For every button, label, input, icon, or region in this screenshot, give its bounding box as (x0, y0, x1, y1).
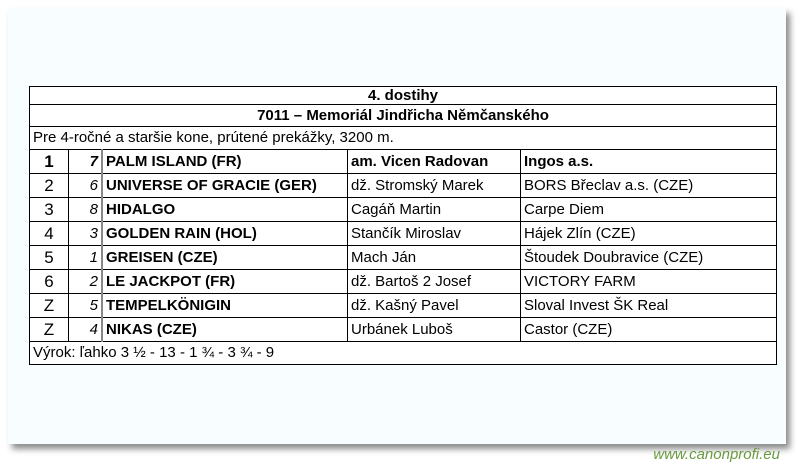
cell-horse: HIDALGO (101, 197, 348, 222)
table-row: 2 6 UNIVERSE OF GRACIE (GER) dž. Stromský M… (29, 173, 777, 198)
cell-horse: GREISEN (CZE) (101, 245, 348, 270)
cell-horse: TEMPELKÖNIGIN (101, 293, 348, 318)
cell-num: 1 (68, 245, 103, 270)
race-name: 7011 – Memoriál Jindřicha Němčanského (29, 104, 777, 127)
cell-jockey: dž. Bartoš 2 Josef (347, 269, 521, 294)
table-row: Z 4 NIKAS (CZE) Urbánek Luboš Castor (CZE) (29, 317, 777, 342)
table-row: 6 2 LE JACKPOT (FR) dž. Bartoš 2 Josef VICTO… (29, 269, 777, 294)
cell-num: 8 (68, 197, 103, 222)
cell-jockey: dž. Stromský Marek (347, 173, 521, 198)
cell-horse: NIKAS (CZE) (101, 317, 348, 342)
cell-owner: Hájek Zlín (CZE) (520, 221, 777, 246)
cell-jockey: dž. Kašný Pavel (347, 293, 521, 318)
table-row: 3 8 HIDALGO Cagáň Martin Carpe Diem (29, 197, 777, 222)
cell-owner: Castor (CZE) (520, 317, 777, 342)
cell-pos: Z (29, 293, 69, 318)
cell-num: 6 (68, 173, 103, 198)
cell-horse: PALM ISLAND (FR) (101, 149, 348, 174)
cell-pos: Z (29, 317, 69, 342)
cell-num: 3 (68, 221, 103, 246)
cell-pos: 6 (29, 269, 69, 294)
cell-pos: 3 (29, 197, 69, 222)
cell-horse: GOLDEN RAIN (HOL) (101, 221, 348, 246)
table-row: Z 5 TEMPELKÖNIGIN dž. Kašný Pavel Sloval Inv… (29, 293, 777, 318)
race-conditions: Pre 4-ročné a staršie kone, prútené prek… (29, 126, 777, 150)
cell-owner: Carpe Diem (520, 197, 777, 222)
cell-pos: 5 (29, 245, 69, 270)
cell-pos: 4 (29, 221, 69, 246)
cell-owner: Štoudek Doubravice (CZE) (520, 245, 777, 270)
cell-num: 7 (68, 149, 103, 174)
race-title: 4. dostihy (29, 86, 777, 105)
cell-num: 2 (68, 269, 103, 294)
watermark: www.canonprofi.eu (653, 446, 780, 463)
cell-owner: BORS Břeclav a.s. (CZE) (520, 173, 777, 198)
cell-jockey: am. Vicen Radovan (347, 149, 521, 174)
cell-jockey: Cagáň Martin (347, 197, 521, 222)
cell-owner: Ingos a.s. (520, 149, 777, 174)
cell-owner: Sloval Invest ŠK Real (520, 293, 777, 318)
cell-horse: LE JACKPOT (FR) (101, 269, 348, 294)
race-results-table: 4. dostihy 7011 – Memoriál Jindřicha Něm… (29, 86, 777, 365)
table-row: 4 3 GOLDEN RAIN (HOL) Stančík Miroslav Hájek… (29, 221, 777, 246)
cell-jockey: Mach Ján (347, 245, 521, 270)
cell-horse: UNIVERSE OF GRACIE (GER) (101, 173, 348, 198)
cell-owner: VICTORY FARM (520, 269, 777, 294)
cell-pos: 2 (29, 173, 69, 198)
table-row: 5 1 GREISEN (CZE) Mach Ján Štoudek Doubravic… (29, 245, 777, 270)
cell-num: 4 (68, 317, 103, 342)
table-row: 1 7 PALM ISLAND (FR) am. Vicen Radovan Ingos… (29, 149, 777, 174)
cell-pos: 1 (29, 149, 69, 174)
race-verdict: Výrok: ľahko 3 ½ - 13 - 1 ¾ - 3 ¾ - 9 (29, 341, 777, 365)
cell-jockey: Urbánek Luboš (347, 317, 521, 342)
cell-jockey: Stančík Miroslav (347, 221, 521, 246)
cell-num: 5 (68, 293, 103, 318)
